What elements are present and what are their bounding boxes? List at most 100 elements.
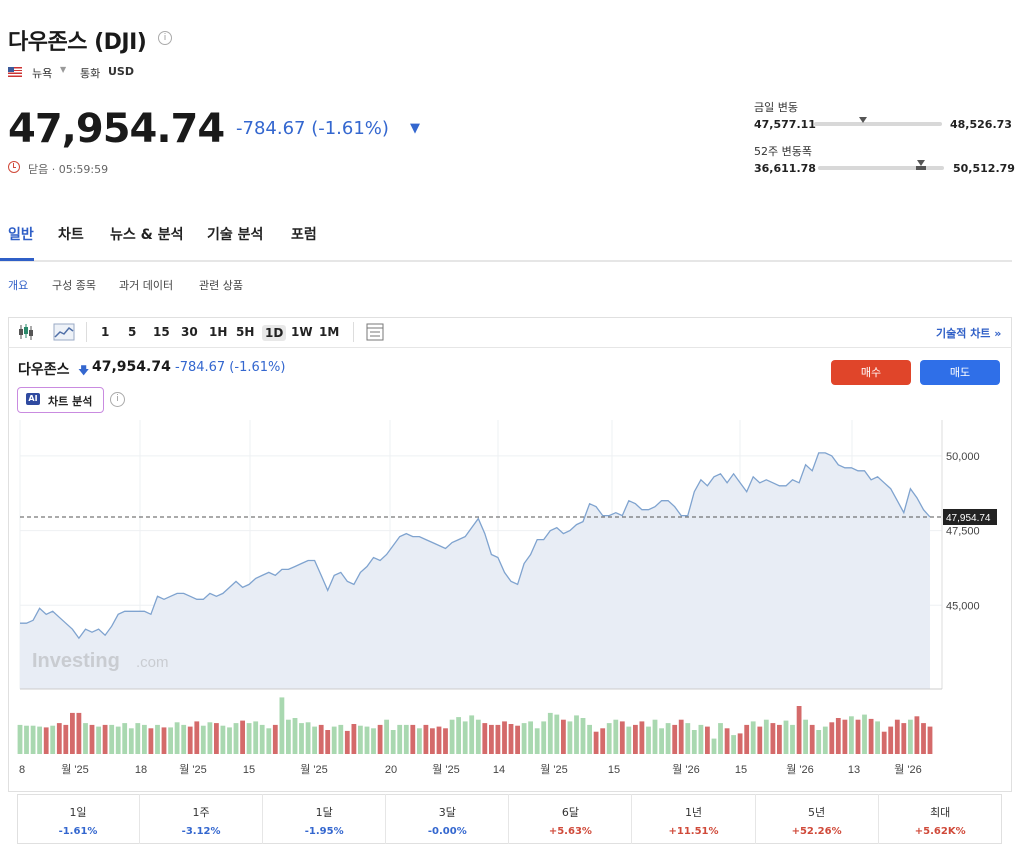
volume-bar bbox=[508, 724, 514, 754]
info-icon[interactable]: i bbox=[110, 392, 125, 407]
timeframe-5[interactable]: 5 bbox=[128, 325, 137, 339]
volume-bar bbox=[927, 726, 933, 754]
area-chart-icon[interactable] bbox=[53, 323, 75, 341]
tab-chart[interactable]: 차트 bbox=[58, 227, 84, 243]
candlestick-icon[interactable] bbox=[17, 323, 35, 341]
x-tick-label: 월 '25 bbox=[540, 763, 568, 776]
timeframe-1h[interactable]: 1H bbox=[209, 325, 228, 339]
performance-value: -0.00% bbox=[427, 826, 467, 837]
volume-bar bbox=[142, 724, 147, 754]
exchange-label[interactable]: 뉴욕 bbox=[32, 67, 53, 80]
timeframe-30[interactable]: 30 bbox=[181, 325, 198, 339]
volume-bar bbox=[718, 723, 723, 754]
volume-bar bbox=[790, 724, 795, 754]
volume-bar bbox=[809, 724, 815, 754]
volume-bar bbox=[155, 724, 160, 754]
volume-bar bbox=[397, 724, 403, 754]
volume-bar bbox=[763, 719, 769, 754]
volume-bar bbox=[547, 712, 553, 754]
subtab-historical[interactable]: 과거 데이터 bbox=[119, 279, 174, 292]
performance-cell[interactable]: 3달 -0.00% bbox=[386, 794, 510, 844]
tab-forum[interactable]: 포럼 bbox=[291, 227, 317, 243]
buy-button[interactable]: 매수 bbox=[831, 360, 911, 385]
volume-bar bbox=[888, 726, 894, 754]
performance-cell[interactable]: 1년 +11.51% bbox=[633, 794, 756, 844]
volume-bar bbox=[286, 719, 291, 754]
volume-bar bbox=[17, 724, 23, 754]
volume-bar bbox=[377, 724, 383, 754]
subtab-related[interactable]: 관련 상품 bbox=[199, 279, 243, 292]
volume-bar bbox=[489, 724, 494, 754]
performance-cell[interactable]: 1주 -3.12% bbox=[140, 794, 264, 844]
volume-bar bbox=[901, 723, 907, 754]
subtab-overview[interactable]: 개요 bbox=[8, 279, 29, 292]
performance-value: +5.62K% bbox=[914, 826, 966, 837]
x-tick-label: 15 bbox=[735, 764, 747, 776]
timeframe-15[interactable]: 15 bbox=[153, 325, 170, 339]
volume-bar bbox=[593, 731, 599, 754]
volume-bar bbox=[534, 728, 540, 754]
volume-bar bbox=[737, 733, 743, 754]
symbol-name: 다우존스 bbox=[18, 362, 70, 378]
investing-watermark-suffix: .com bbox=[136, 654, 169, 671]
volume-bar bbox=[803, 719, 808, 754]
volume-bar bbox=[417, 728, 422, 754]
volume-bar bbox=[344, 730, 350, 754]
day-range-bar bbox=[814, 122, 942, 126]
performance-cell[interactable]: 1달 -1.95% bbox=[263, 794, 387, 844]
subtab-components[interactable]: 구성 종목 bbox=[52, 279, 96, 292]
tab-underline bbox=[0, 258, 34, 261]
performance-period: 1달 bbox=[315, 806, 333, 819]
volume-bar bbox=[626, 726, 632, 754]
performance-cell[interactable]: 6달 +5.63% bbox=[509, 794, 633, 844]
performance-cell[interactable]: 5년 +52.26% bbox=[756, 794, 879, 844]
timeframe-1[interactable]: 1 bbox=[101, 325, 110, 339]
volume-bar bbox=[554, 714, 560, 754]
volume-bar bbox=[148, 728, 154, 754]
tab-general[interactable]: 일반 bbox=[8, 227, 34, 243]
x-tick-label: 월 '26 bbox=[786, 763, 814, 776]
volume-bar bbox=[240, 720, 245, 754]
currency-value: USD bbox=[108, 65, 134, 78]
day-range-marker bbox=[858, 117, 867, 123]
sell-button[interactable]: 매도 bbox=[920, 360, 1000, 385]
ai-chart-analysis-button[interactable] bbox=[17, 387, 104, 413]
volume-bar bbox=[750, 721, 756, 754]
x-tick-label: 월 '25 bbox=[179, 763, 207, 776]
volume-bar bbox=[462, 721, 468, 754]
volume-bar bbox=[102, 724, 108, 754]
tab-technical[interactable]: 기술 분석 bbox=[207, 227, 264, 243]
performance-cell[interactable]: 1일 -1.61% bbox=[17, 794, 140, 844]
table-view-icon[interactable] bbox=[366, 323, 384, 341]
volume-bar bbox=[331, 726, 337, 754]
week52-range-marker bbox=[917, 160, 926, 166]
info-icon[interactable]: i bbox=[158, 31, 172, 45]
volume-bar bbox=[227, 727, 232, 754]
toolbar-divider bbox=[86, 322, 87, 342]
performance-period: 1년 bbox=[684, 806, 703, 819]
volume-bar bbox=[449, 719, 455, 754]
volume-bar bbox=[279, 697, 285, 754]
timeframe-1w[interactable]: 1W bbox=[291, 325, 313, 339]
volume-bar bbox=[770, 723, 776, 754]
timeframe-1d[interactable]: 1D bbox=[262, 325, 287, 341]
volume-bar bbox=[881, 731, 887, 754]
technical-chart-link[interactable]: 기술적 차트 » bbox=[936, 327, 1002, 340]
tab-news[interactable]: 뉴스 & 분석 bbox=[110, 227, 184, 243]
volume-bar bbox=[744, 724, 750, 754]
timeframe-1m[interactable]: 1M bbox=[319, 325, 340, 339]
chevron-down-icon[interactable]: ▼ bbox=[60, 65, 67, 74]
performance-period: 3달 bbox=[438, 806, 456, 819]
day-range-low: 47,577.11 bbox=[754, 118, 816, 131]
x-tick-label: 월 '25 bbox=[300, 763, 328, 776]
x-tick-label: 14 bbox=[493, 764, 505, 776]
performance-value: -1.61% bbox=[58, 826, 98, 837]
performance-cell[interactable]: 최대 +5.62K% bbox=[879, 794, 1002, 844]
volume-bar bbox=[842, 719, 848, 754]
timeframe-5h[interactable]: 5H bbox=[236, 325, 255, 339]
x-tick-label: 13 bbox=[848, 764, 860, 776]
volume-bar bbox=[364, 726, 370, 754]
volume-bar bbox=[731, 735, 736, 754]
volume-bar bbox=[600, 728, 606, 754]
